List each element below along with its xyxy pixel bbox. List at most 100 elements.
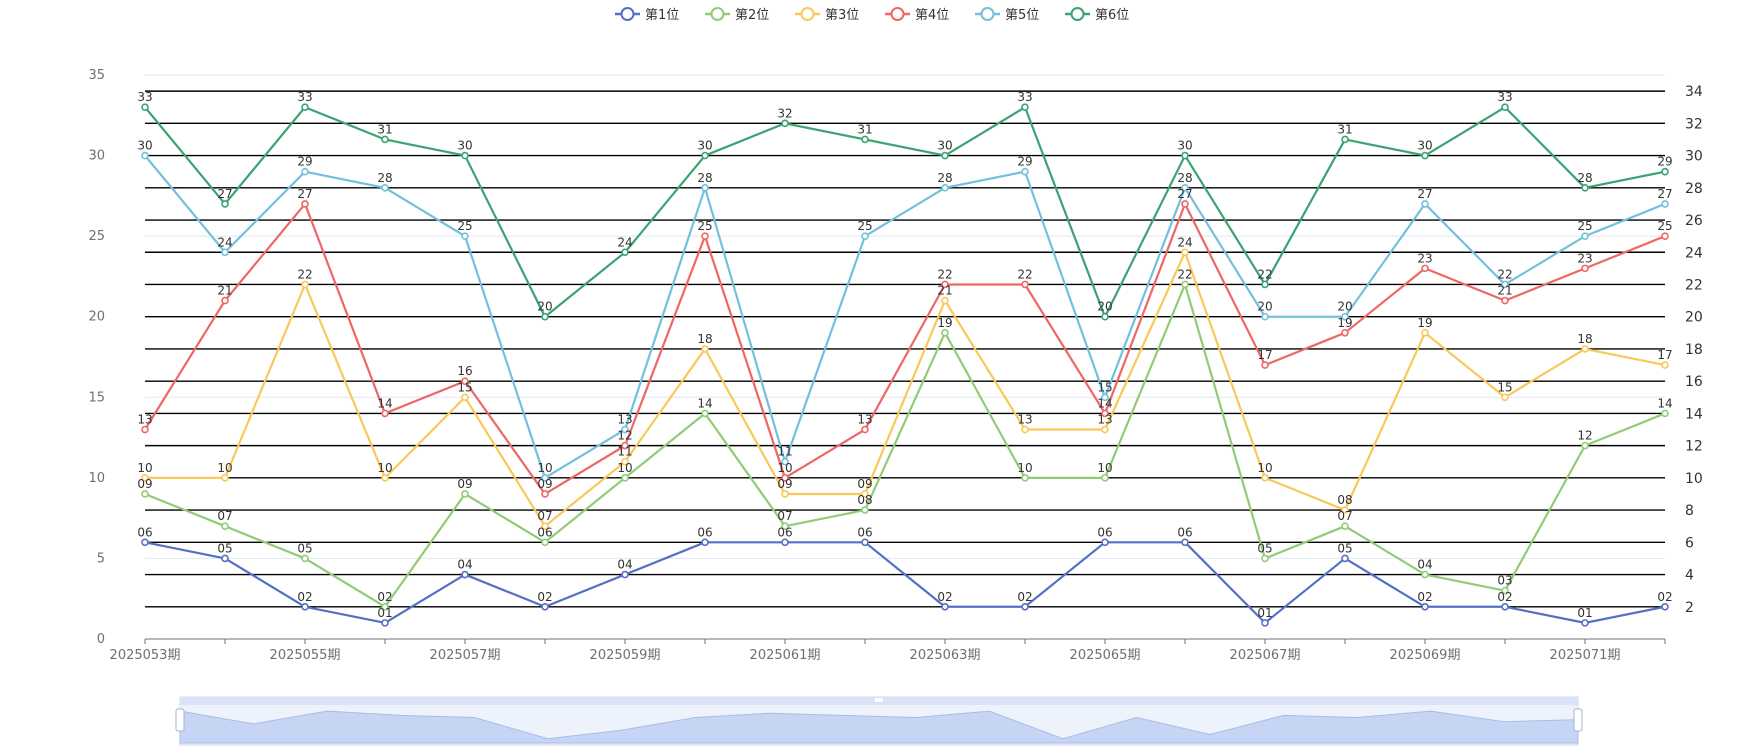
data-point[interactable] [301, 554, 309, 563]
data-point[interactable] [1261, 474, 1269, 482]
data-point[interactable] [861, 425, 869, 434]
data-point[interactable] [221, 474, 229, 482]
data-point[interactable] [941, 329, 949, 337]
data-point[interactable] [1181, 538, 1189, 547]
data-point[interactable] [701, 151, 709, 160]
data-point[interactable] [1101, 409, 1109, 418]
data-point[interactable] [621, 457, 629, 466]
data-point[interactable] [941, 151, 949, 160]
data-point[interactable] [1421, 570, 1429, 579]
data-point[interactable] [1021, 602, 1029, 611]
data-point[interactable] [461, 232, 469, 240]
data-point[interactable] [1101, 474, 1109, 482]
data-point[interactable] [1661, 200, 1669, 208]
data-point[interactable] [1341, 554, 1349, 563]
data-point[interactable] [1581, 184, 1589, 192]
data-point[interactable] [701, 538, 709, 547]
data-point[interactable] [1021, 167, 1029, 176]
data-point[interactable] [141, 474, 149, 482]
data-point[interactable] [941, 184, 949, 192]
data-point[interactable] [701, 345, 709, 353]
zoom-handle-right[interactable] [1573, 708, 1583, 732]
data-point[interactable] [1421, 329, 1429, 337]
data-point[interactable] [861, 506, 869, 514]
data-point[interactable] [1341, 522, 1349, 531]
data-point[interactable] [1661, 409, 1669, 418]
data-point[interactable] [781, 522, 789, 531]
data-point[interactable] [141, 151, 149, 160]
data-point[interactable] [1341, 135, 1349, 144]
data-point[interactable] [781, 538, 789, 547]
data-point[interactable] [221, 296, 229, 305]
data-point[interactable] [1021, 425, 1029, 434]
data-point[interactable] [1261, 312, 1269, 321]
data-point[interactable] [141, 103, 149, 112]
data-point[interactable] [1501, 103, 1509, 112]
data-point[interactable] [941, 280, 949, 289]
data-point[interactable] [1581, 232, 1589, 240]
data-point[interactable] [1421, 151, 1429, 160]
data-point[interactable] [1261, 280, 1269, 289]
data-point[interactable] [541, 490, 549, 498]
data-point[interactable] [221, 248, 229, 257]
data-point[interactable] [1181, 151, 1189, 160]
data-point[interactable] [1581, 264, 1589, 273]
data-point[interactable] [301, 602, 309, 611]
data-point[interactable] [941, 602, 949, 611]
legend-item[interactable]: 第1位 [615, 7, 679, 23]
legend-item[interactable]: 第6位 [1065, 7, 1129, 23]
data-point[interactable] [701, 232, 709, 240]
data-point[interactable] [1341, 312, 1349, 321]
data-point[interactable] [381, 184, 389, 192]
data-point[interactable] [461, 393, 469, 402]
data-point[interactable] [1661, 232, 1669, 240]
data-point[interactable] [1181, 184, 1189, 192]
data-point[interactable] [541, 312, 549, 321]
data-point[interactable] [621, 425, 629, 434]
data-point[interactable] [461, 151, 469, 160]
data-point[interactable] [1261, 361, 1269, 369]
data-point[interactable] [941, 296, 949, 305]
data-point[interactable] [781, 457, 789, 466]
data-point[interactable] [221, 522, 229, 531]
data-point[interactable] [1021, 103, 1029, 112]
data-point[interactable] [1421, 264, 1429, 273]
data-point[interactable] [221, 200, 229, 208]
data-point[interactable] [621, 474, 629, 482]
data-point[interactable] [141, 490, 149, 498]
legend[interactable]: 第1位 第2位 第3位 第4位 第5位 第6位 [615, 7, 1129, 23]
data-point[interactable] [1261, 619, 1269, 627]
data-point[interactable] [1261, 554, 1269, 563]
data-point[interactable] [301, 280, 309, 289]
data-point[interactable] [301, 167, 309, 176]
data-point[interactable] [621, 441, 629, 450]
legend-item[interactable]: 第4位 [885, 7, 949, 23]
data-point[interactable] [141, 425, 149, 434]
data-point[interactable] [1501, 280, 1509, 289]
data-point[interactable] [701, 409, 709, 418]
data-point[interactable] [1581, 441, 1589, 450]
data-point[interactable] [781, 119, 789, 128]
data-point[interactable] [541, 474, 549, 482]
data-point[interactable] [1101, 425, 1109, 434]
data-point[interactable] [381, 135, 389, 144]
data-point[interactable] [381, 619, 389, 627]
data-point[interactable] [141, 538, 149, 547]
data-point[interactable] [381, 602, 389, 611]
data-point[interactable] [461, 570, 469, 579]
data-point[interactable] [781, 474, 789, 482]
data-point[interactable] [461, 377, 469, 385]
data-point[interactable] [1181, 200, 1189, 208]
data-point[interactable] [1021, 280, 1029, 289]
data-zoom-slider[interactable] [175, 696, 1583, 746]
data-point[interactable] [1581, 345, 1589, 353]
data-point[interactable] [1421, 602, 1429, 611]
data-point[interactable] [701, 184, 709, 192]
data-point[interactable] [621, 248, 629, 257]
data-point[interactable] [381, 409, 389, 418]
data-point[interactable] [781, 490, 789, 498]
data-point[interactable] [1021, 474, 1029, 482]
data-point[interactable] [1341, 506, 1349, 514]
data-point[interactable] [1181, 248, 1189, 257]
data-point[interactable] [1501, 393, 1509, 402]
